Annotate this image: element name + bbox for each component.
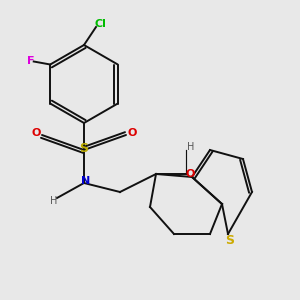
Text: S: S: [80, 142, 88, 155]
Text: O: O: [186, 169, 195, 179]
Text: N: N: [81, 176, 90, 187]
Text: O: O: [127, 128, 137, 138]
Text: H: H: [187, 142, 194, 152]
Text: F: F: [27, 56, 34, 67]
Text: H: H: [50, 196, 58, 206]
Text: Cl: Cl: [94, 19, 106, 29]
Text: O: O: [31, 128, 41, 138]
Text: S: S: [225, 234, 234, 247]
